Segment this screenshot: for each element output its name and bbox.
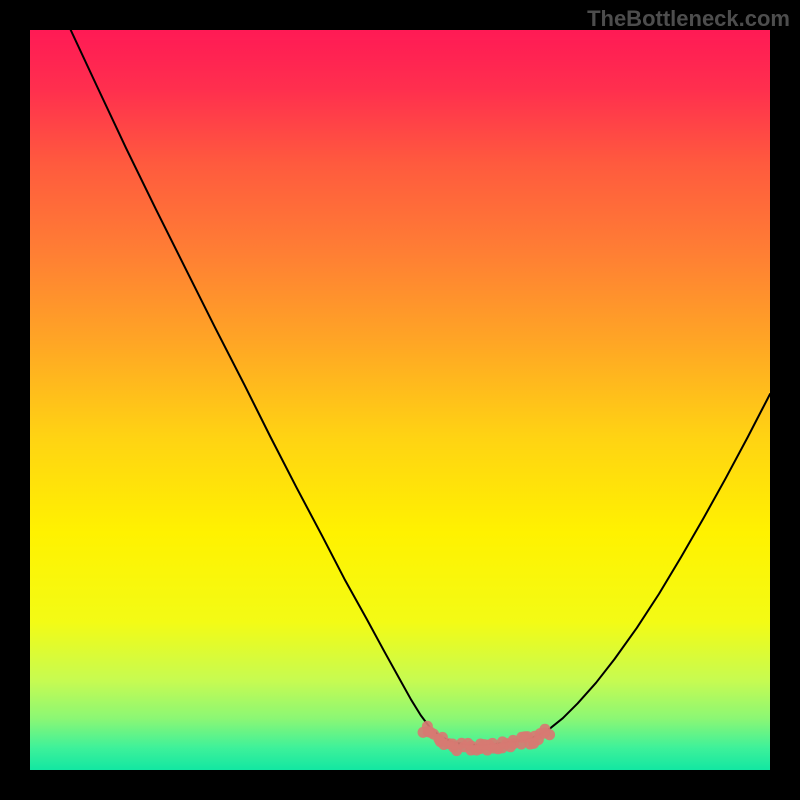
optimal-band-markers <box>418 721 555 756</box>
watermark-text: TheBottleneck.com <box>587 6 790 32</box>
plot-area <box>30 30 770 770</box>
plot-svg <box>30 30 770 770</box>
stage: TheBottleneck.com <box>0 0 800 800</box>
bottleneck-curve <box>71 30 770 745</box>
